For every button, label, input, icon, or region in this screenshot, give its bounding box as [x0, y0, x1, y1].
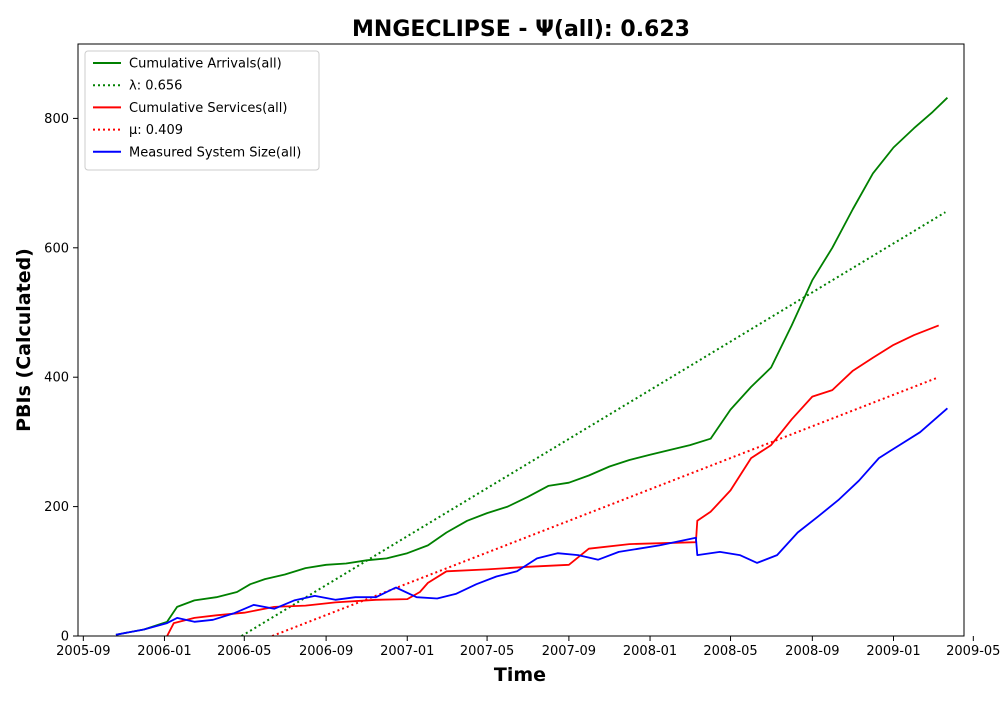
- x-tick-label: 2007-01: [380, 644, 434, 659]
- series-line-2: [166, 324, 940, 636]
- legend-entry: μ: 0.409: [129, 123, 183, 138]
- series-line-3: [271, 376, 940, 636]
- chart-title: MNGECLIPSE - Ψ(all): 0.623: [352, 17, 690, 42]
- legend: Cumulative Arrivals(all) λ: 0.656 Cumulati…: [84, 50, 320, 171]
- series-line-4: [115, 407, 948, 636]
- y-axis-label: PBIs (Calculated): [13, 248, 35, 432]
- x-tick-label: 2008-09: [785, 644, 839, 659]
- plot-area: [115, 97, 949, 636]
- x-tick-label: 2006-05: [217, 644, 271, 659]
- x-tick-label: 2008-01: [623, 644, 677, 659]
- x-axis-label: Time: [494, 664, 546, 686]
- legend-entry: Cumulative Arrivals(all): [129, 57, 282, 72]
- x-tick-label: 2006-09: [299, 644, 353, 659]
- x-tick-label: 2006-01: [137, 644, 191, 659]
- x-tick-label: 2007-09: [542, 644, 596, 659]
- legend-entry: λ: 0.656: [129, 79, 182, 94]
- plot-frame: [77, 43, 965, 637]
- y-tick-label: 200: [44, 500, 69, 515]
- series-line-0: [115, 97, 949, 636]
- legend-entry: Measured System Size(all): [129, 145, 301, 160]
- legend-entry: Cumulative Services(all): [129, 101, 287, 116]
- axes: 2005-09 2006-01 2006-05 2006-09 2007-01 2007-…: [44, 43, 1000, 659]
- x-tick-label: 2009-01: [866, 644, 920, 659]
- y-tick-label: 0: [61, 630, 69, 645]
- y-tick-label: 800: [44, 112, 69, 127]
- y-tick-label: 400: [44, 371, 69, 386]
- legend-box: [84, 50, 320, 171]
- x-tick-label: 2008-05: [703, 644, 757, 659]
- x-tick-label: 2005-09: [56, 644, 110, 659]
- series-line-1: [241, 211, 946, 636]
- x-tick-label: 2007-05: [460, 644, 514, 659]
- y-tick-label: 600: [44, 241, 69, 256]
- x-tick-label: 2009-05: [946, 644, 1000, 659]
